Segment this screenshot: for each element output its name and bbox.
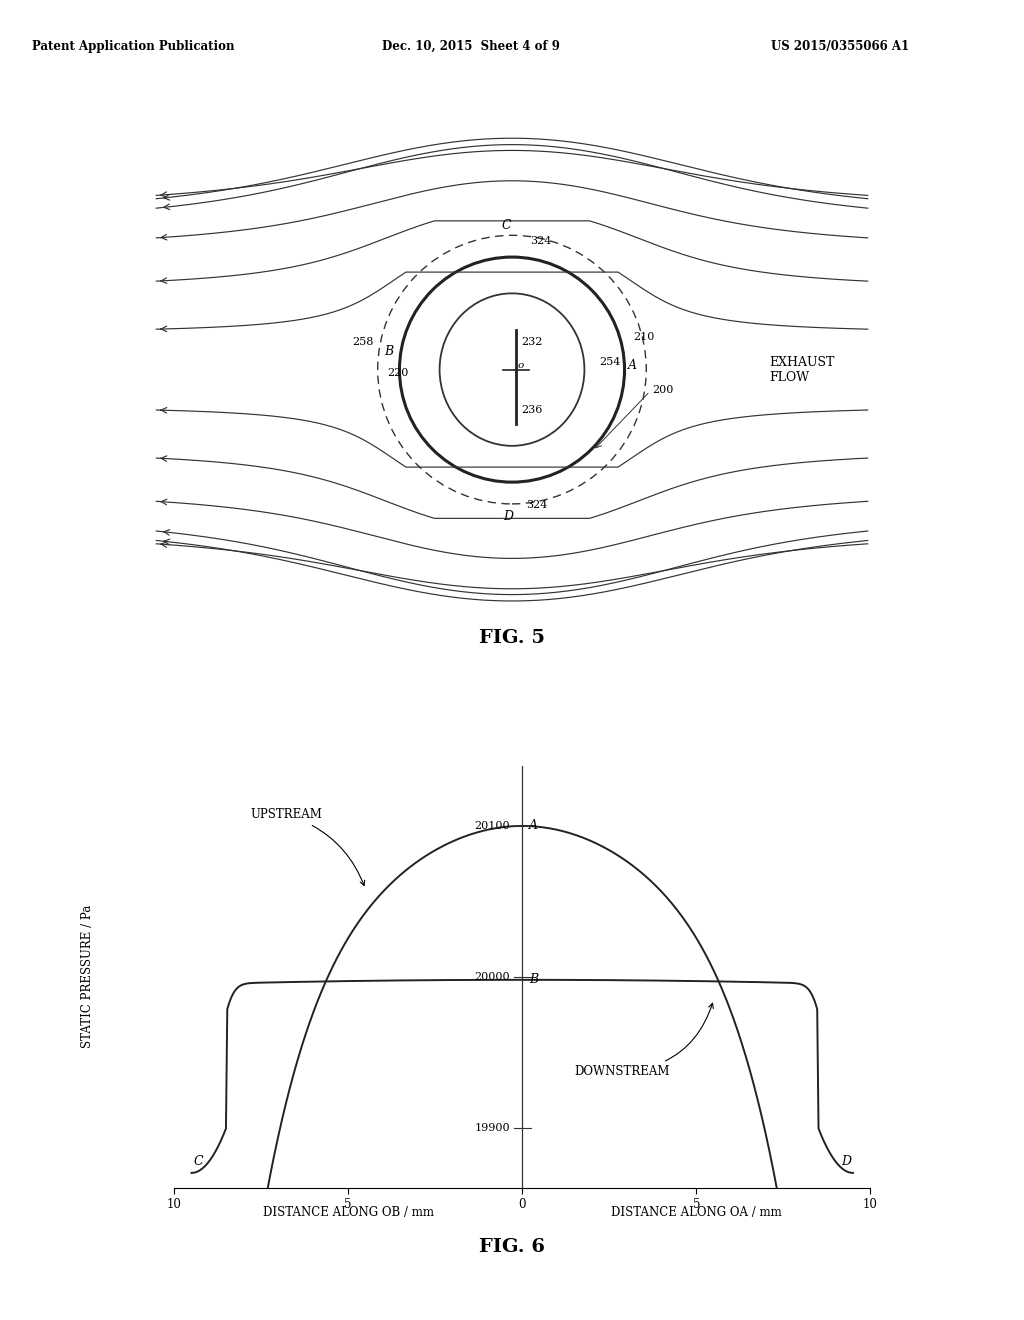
- Ellipse shape: [439, 293, 585, 446]
- Text: 254: 254: [599, 358, 621, 367]
- Text: 20000: 20000: [474, 972, 510, 982]
- Text: 210: 210: [633, 331, 654, 342]
- Text: 19900: 19900: [474, 1122, 510, 1133]
- Text: 220: 220: [387, 368, 409, 379]
- Text: B: B: [385, 345, 393, 358]
- Text: DOWNSTREAM: DOWNSTREAM: [574, 1003, 714, 1078]
- Text: STATIC PRESSURE / Pa: STATIC PRESSURE / Pa: [81, 906, 93, 1048]
- Text: B: B: [529, 973, 539, 986]
- Text: 324: 324: [526, 500, 548, 511]
- Text: C: C: [502, 219, 511, 232]
- Text: FIG. 6: FIG. 6: [479, 1238, 545, 1257]
- Text: DISTANCE ALONG OA / mm: DISTANCE ALONG OA / mm: [611, 1206, 781, 1220]
- Text: UPSTREAM: UPSTREAM: [251, 808, 365, 886]
- Text: 232: 232: [521, 337, 543, 347]
- Text: Patent Application Publication: Patent Application Publication: [32, 40, 234, 53]
- Text: EXHAUST
FLOW: EXHAUST FLOW: [770, 355, 836, 384]
- Text: DISTANCE ALONG OB / mm: DISTANCE ALONG OB / mm: [263, 1206, 433, 1220]
- Text: 324: 324: [530, 236, 552, 246]
- Text: A: A: [628, 359, 637, 372]
- Text: 20100: 20100: [474, 821, 510, 832]
- Text: US 2015/0355066 A1: US 2015/0355066 A1: [771, 40, 908, 53]
- Text: 258: 258: [352, 337, 374, 347]
- Text: FIG. 5: FIG. 5: [479, 630, 545, 647]
- Text: A: A: [529, 820, 539, 833]
- Text: Dec. 10, 2015  Sheet 4 of 9: Dec. 10, 2015 Sheet 4 of 9: [382, 40, 560, 53]
- Text: 200: 200: [652, 385, 674, 395]
- Text: D: D: [504, 510, 513, 523]
- Text: C: C: [194, 1155, 203, 1168]
- Circle shape: [399, 257, 625, 482]
- Text: D: D: [841, 1155, 851, 1168]
- Text: o: o: [517, 360, 523, 370]
- Text: 236: 236: [521, 404, 543, 414]
